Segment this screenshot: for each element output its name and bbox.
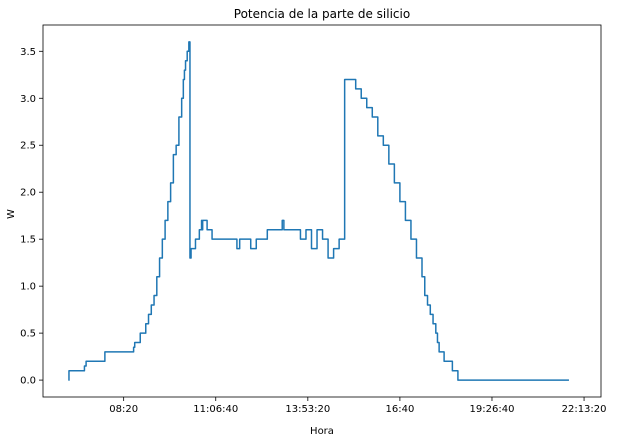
y-tick-label: 0.0: [20, 376, 36, 387]
y-tick-label: 3.0: [20, 94, 36, 105]
chart-title: Potencia de la parte de silicio: [234, 7, 410, 21]
x-tick-label: 13:53:20: [285, 404, 330, 415]
y-tick-label: 2.0: [20, 188, 36, 199]
x-tick-label: 22:13:20: [562, 404, 607, 415]
y-axis-label: W: [6, 209, 17, 219]
x-tick-label: 08:20: [109, 404, 138, 415]
y-tick-label: 2.5: [20, 141, 36, 152]
x-axis-ticks: 08:20 11:06:40 13:53:20 16:40 19:26:40 22:13:…: [109, 397, 607, 415]
y-tick-label: 3.5: [20, 47, 36, 58]
plot-frame: [42, 24, 602, 398]
y-tick-label: 1.5: [20, 235, 36, 246]
x-tick-label: 19:26:40: [470, 404, 515, 415]
y-tick-label: 0.5: [20, 329, 36, 340]
y-tick-label: 1.0: [20, 282, 36, 293]
x-tick-label: 16:40: [385, 404, 414, 415]
series-line: [68, 41, 570, 381]
x-axis-label: Hora: [310, 426, 334, 437]
y-axis-ticks: 0.0 0.5 1.0 1.5 2.0 2.5 3.0 3.5: [20, 47, 43, 387]
x-tick-label: 11:06:40: [193, 404, 238, 415]
